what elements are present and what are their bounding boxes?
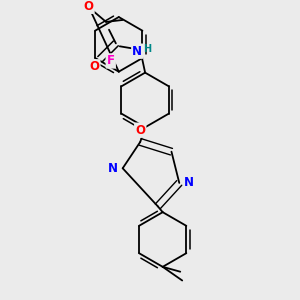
Text: O: O: [89, 60, 99, 73]
Text: N: N: [184, 176, 194, 189]
Text: H: H: [143, 44, 151, 54]
Text: N: N: [108, 162, 118, 175]
Text: N: N: [132, 45, 142, 58]
Text: O: O: [83, 0, 94, 13]
Text: F: F: [107, 54, 115, 68]
Text: O: O: [135, 124, 145, 137]
